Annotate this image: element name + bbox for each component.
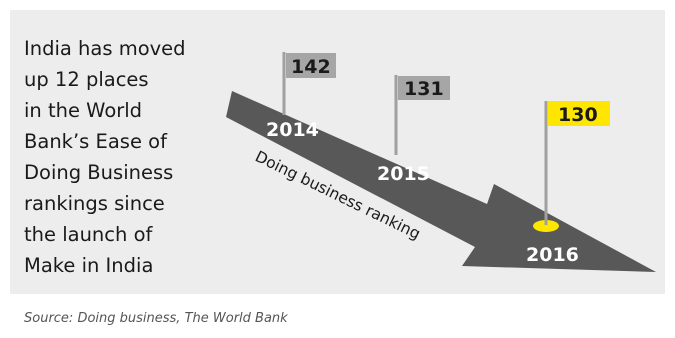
- headline-line: the launch of: [24, 223, 153, 246]
- headline-line: Make in India: [24, 254, 154, 277]
- flag-2015: 131 2015: [377, 75, 450, 185]
- flag-banner: [398, 76, 450, 100]
- headline-line: India has moved: [24, 37, 186, 60]
- rank-label: 130: [558, 104, 598, 126]
- year-label: 2016: [526, 244, 579, 266]
- headline-line: in the World: [24, 99, 143, 122]
- flag-banner: [548, 101, 610, 126]
- headline-line: Doing Business: [24, 161, 174, 184]
- source-note: Source: Doing business, The World Bank: [24, 311, 288, 326]
- rank-label: 142: [291, 56, 331, 78]
- headline-line: up 12 places: [24, 68, 149, 91]
- flag-banner: [286, 53, 336, 78]
- year-label: 2015: [377, 163, 430, 185]
- headline-line: rankings since: [24, 192, 165, 215]
- headline-line: Bank’s Ease of: [24, 130, 167, 153]
- flag-base-marker: [533, 220, 559, 232]
- flag-2016: 130 2016: [526, 101, 610, 266]
- rank-label: 131: [404, 78, 444, 100]
- year-label: 2014: [266, 119, 319, 141]
- headline-text: India has moved up 12 places in the Worl…: [24, 33, 224, 281]
- flag-2014: 142 2014: [266, 52, 336, 141]
